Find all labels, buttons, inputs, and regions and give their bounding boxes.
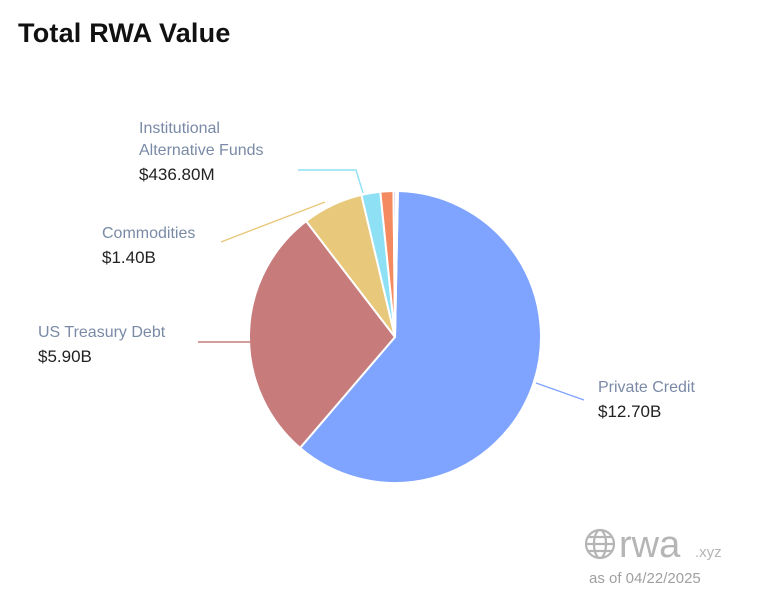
slice-value-us-treasury-debt: $5.90B xyxy=(38,347,92,366)
pie-slice-other-6[interactable] xyxy=(394,189,399,338)
pie-slice-us-treasury-debt[interactable] xyxy=(248,219,397,450)
pie-slice-private-credit[interactable] xyxy=(298,190,542,484)
slice-label-institutional-alternative-funds-line-1: Institutional xyxy=(139,120,220,137)
leader-line-private-credit xyxy=(535,382,585,401)
leader-line-commodities xyxy=(220,201,326,243)
slice-label-commodities: Commodities xyxy=(102,225,195,242)
watermark-text: rwa xyxy=(619,524,681,566)
slice-value-institutional-alternative-funds: $436.80M xyxy=(139,165,215,184)
slice-label-us-treasury-debt: US Treasury Debt xyxy=(38,324,166,341)
watermark-suffix: .xyz xyxy=(695,544,722,561)
chart-title: Total RWA Value xyxy=(18,18,231,48)
slice-label-private-credit: Private Credit xyxy=(598,379,695,396)
slice-value-private-credit: $12.70B xyxy=(598,402,661,421)
rwa-watermark: rwa .xyz xyxy=(584,524,722,566)
globe-icon xyxy=(584,528,616,560)
leader-line-institutional-alternative-funds xyxy=(298,169,364,194)
slice-label-institutional-alternative-funds-line-2: Alternative Funds xyxy=(139,142,264,159)
as-of-date: as of 04/22/2025 xyxy=(589,570,701,587)
slice-value-commodities: $1.40B xyxy=(102,248,156,267)
